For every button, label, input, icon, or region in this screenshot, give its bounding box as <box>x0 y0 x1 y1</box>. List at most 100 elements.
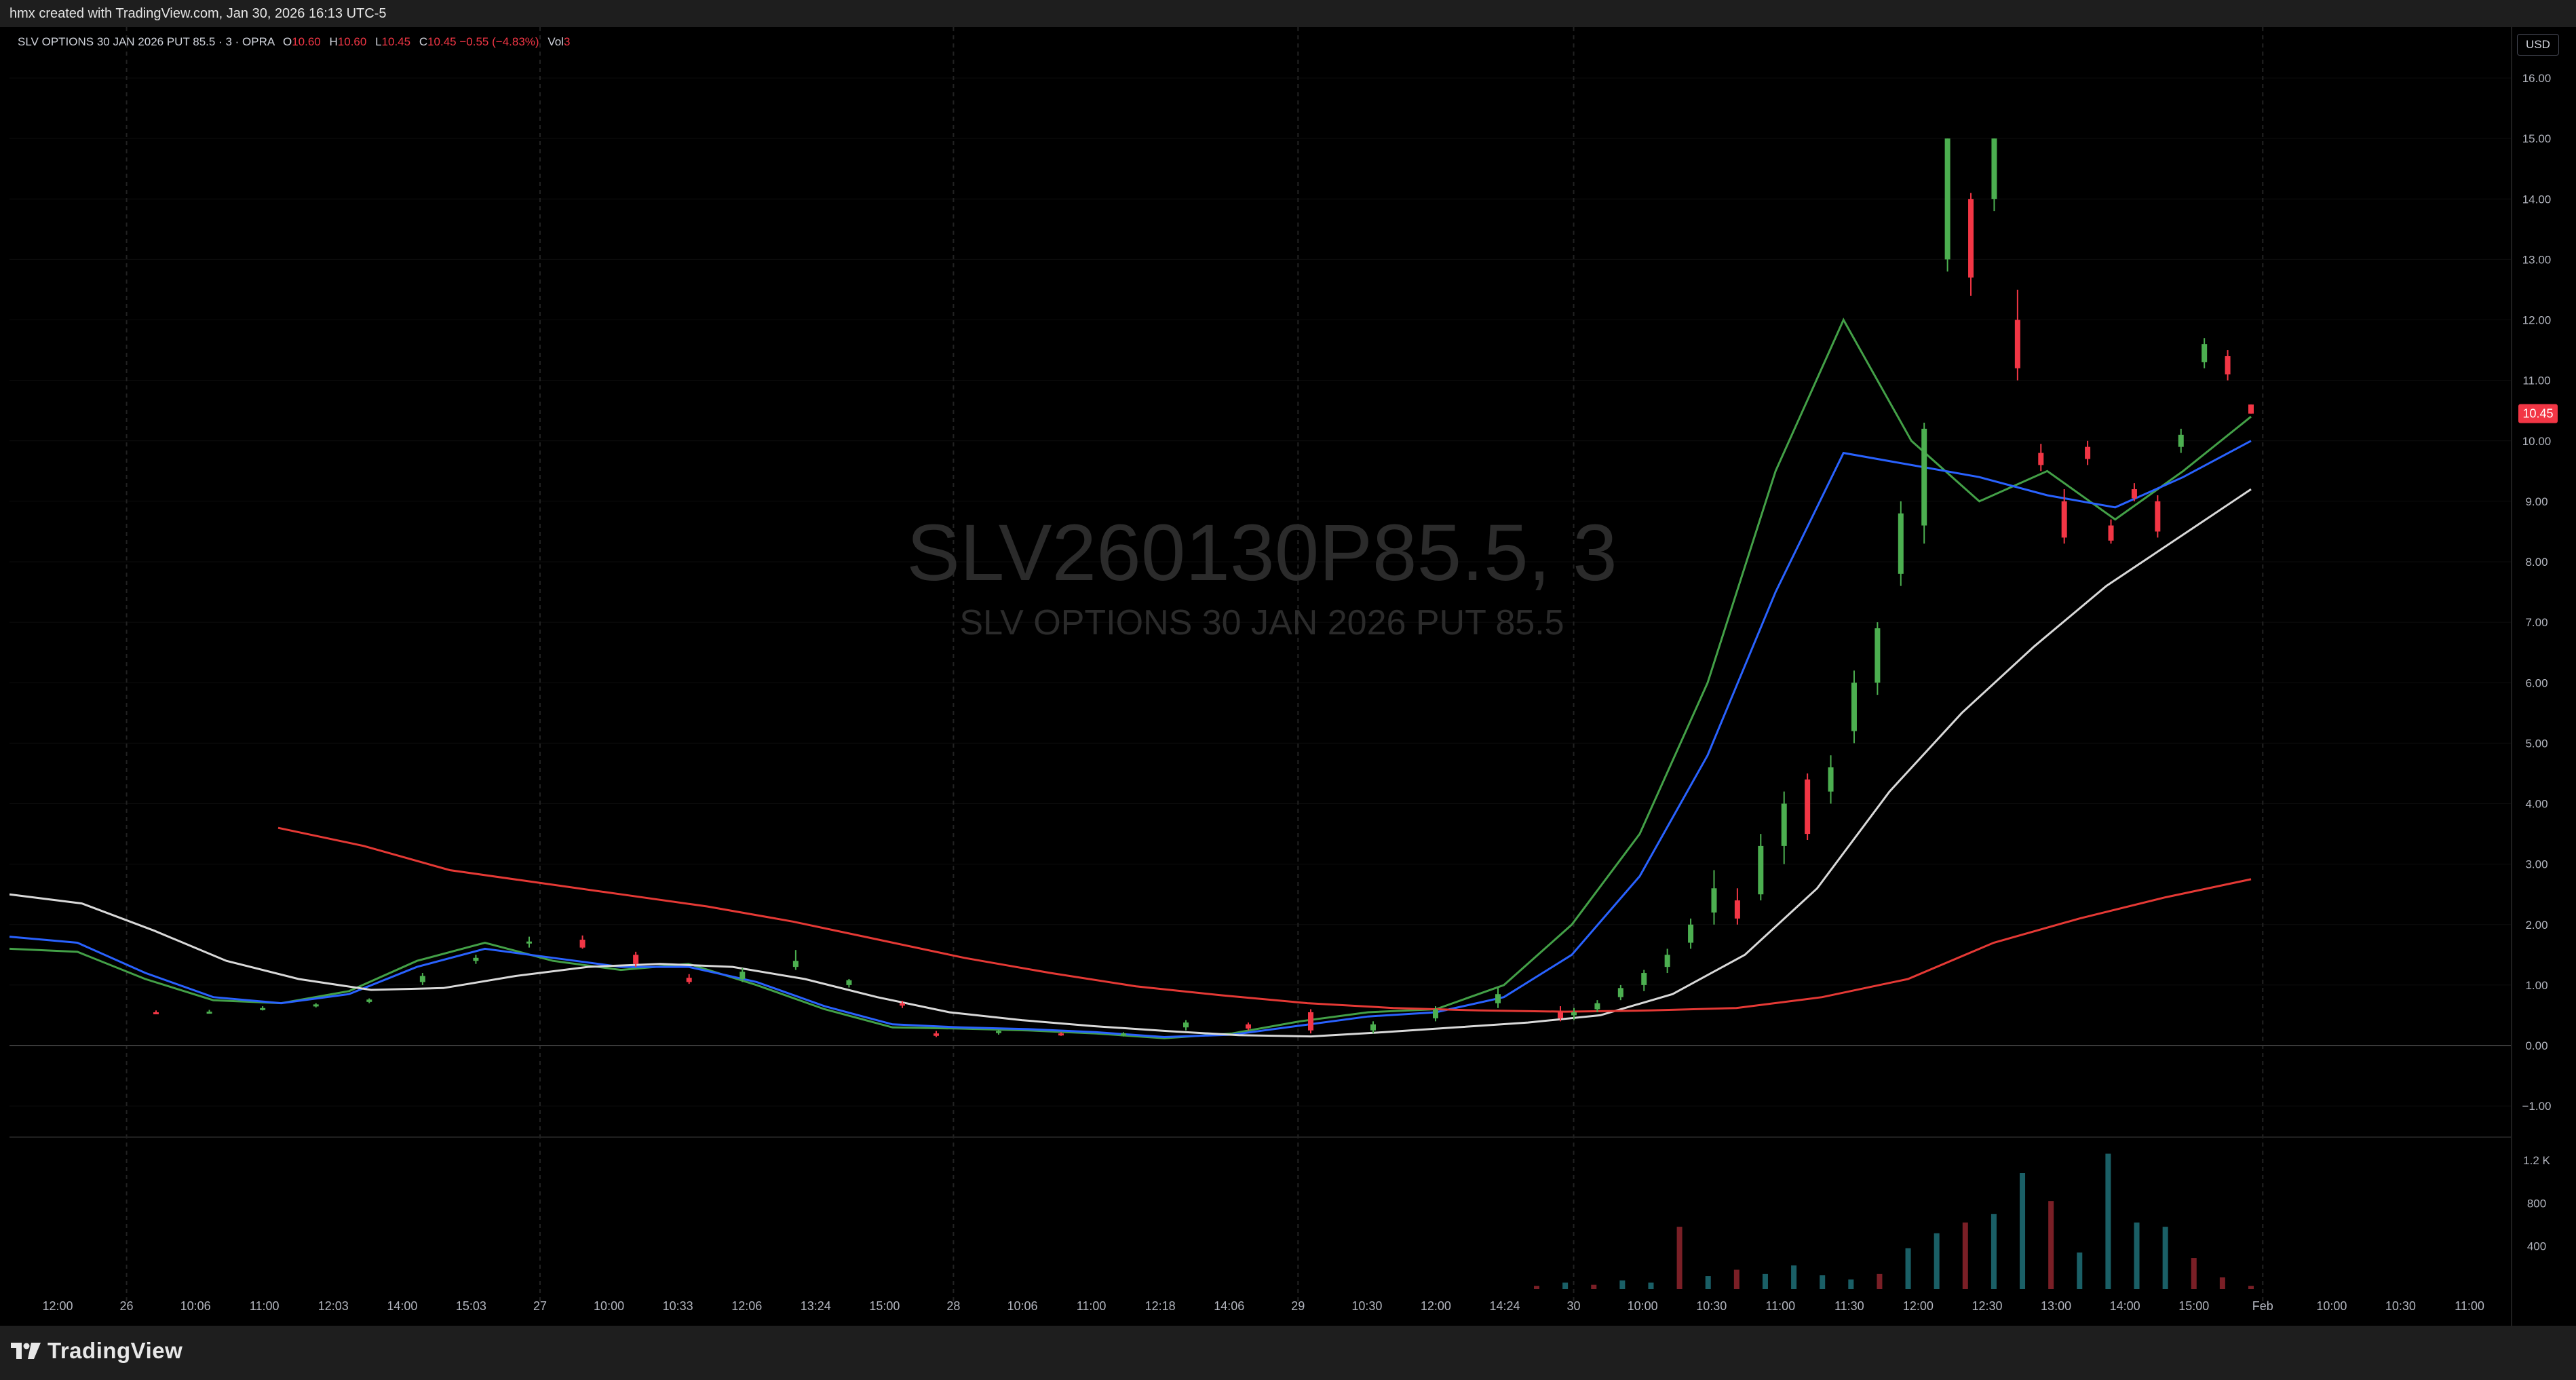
low-label: L <box>375 35 382 48</box>
candle-body <box>1308 1012 1313 1031</box>
time-tick-label: 10:30 <box>1351 1299 1382 1313</box>
candle-body <box>1851 683 1857 731</box>
candle-body <box>2061 501 2067 538</box>
candle-body <box>1711 888 1717 913</box>
tradingview-logo-icon <box>11 1343 41 1359</box>
time-tick-label: 15:00 <box>869 1299 900 1313</box>
brand-name: TradingView <box>47 1338 183 1363</box>
time-tick-label: 12:06 <box>731 1299 762 1313</box>
time-tick-label: 14:00 <box>2110 1299 2140 1313</box>
time-tick-label: 10:00 <box>1628 1299 1658 1313</box>
currency-button[interactable]: USD <box>2517 34 2559 56</box>
grid-lines <box>9 27 2512 1303</box>
candle-body <box>2038 453 2044 465</box>
candle-body <box>1558 1012 1563 1018</box>
candle-body <box>2155 501 2161 532</box>
candle-body <box>1121 1033 1126 1036</box>
volume-bar <box>1820 1275 1826 1289</box>
time-tick-label: 10:06 <box>1007 1299 1037 1313</box>
candle-body <box>579 940 585 948</box>
candle-body <box>1433 1009 1438 1018</box>
volume-tick-label: 800 <box>2527 1197 2546 1210</box>
candle-body <box>1058 1033 1064 1036</box>
candle-body <box>792 961 799 967</box>
candle-body <box>1758 845 1764 895</box>
candle-body <box>1875 628 1881 683</box>
time-tick-label: 12:18 <box>1145 1299 1176 1313</box>
volume-tick-label: 400 <box>2527 1240 2546 1253</box>
candle-body <box>1594 1003 1600 1010</box>
candle-body <box>1246 1024 1251 1029</box>
time-axis: 12:00 26 10:06 11:00 12:03 14:00 15:03 27 10:00 1… <box>42 1299 2484 1313</box>
volume-bar <box>1591 1284 1597 1289</box>
candle-body <box>1183 1022 1189 1028</box>
time-tick-label: 11:00 <box>2455 1299 2484 1313</box>
candle-body <box>366 999 372 1002</box>
time-tick-label: 26 <box>120 1299 134 1313</box>
time-tick-label: 10:33 <box>663 1299 693 1313</box>
open-value: 10.60 <box>292 35 321 48</box>
candle-body <box>260 1008 266 1010</box>
candle-body <box>206 1012 212 1014</box>
candle-body <box>1734 900 1740 919</box>
volume-bar <box>1762 1273 1768 1289</box>
volume-bar <box>1648 1282 1654 1289</box>
candle-body <box>996 1031 1001 1033</box>
moving-average-line <box>9 440 2252 1039</box>
price-tick-label: −1.00 <box>2522 1100 2551 1113</box>
candle-body <box>1617 988 1623 997</box>
price-tick-label: 5.00 <box>2525 737 2548 750</box>
price-tick-label: 9.00 <box>2525 495 2548 508</box>
time-tick-label: 12:03 <box>318 1299 349 1313</box>
close-value: 10.45 <box>427 35 457 48</box>
candle-body <box>1968 199 1974 278</box>
volume-bar <box>1877 1273 1883 1289</box>
volume-value: 3 <box>563 35 571 48</box>
volume-bar <box>1676 1227 1683 1289</box>
chart-pane[interactable] <box>9 27 2576 1326</box>
time-tick-label: 11:00 <box>250 1299 280 1313</box>
price-axis: 16.00 15.00 14.00 13.00 12.00 11.00 10.00 9.00 8… <box>2522 72 2551 1113</box>
time-tick-label: 14:06 <box>1214 1299 1244 1313</box>
price-tick-label: 16.00 <box>2522 72 2552 85</box>
candle-body <box>2014 320 2020 368</box>
volume-bar <box>1705 1276 1711 1289</box>
price-tick-label: 2.00 <box>2525 919 2548 932</box>
price-tick-label: 11.00 <box>2522 375 2550 387</box>
candles <box>153 138 2254 1037</box>
time-tick-label: 12:00 <box>1903 1299 1934 1313</box>
time-tick-label: 30 <box>1567 1299 1581 1313</box>
candle-body <box>2108 525 2114 541</box>
candle-body <box>2085 446 2091 459</box>
symbol-legend[interactable]: SLV OPTIONS 30 JAN 2026 PUT 85.5 · 3 · O… <box>18 35 570 49</box>
close-label: C <box>419 35 428 48</box>
candle-body <box>1944 138 1950 260</box>
volume-bar <box>1534 1286 1539 1289</box>
moving-average-line <box>9 318 2252 1039</box>
candle-body <box>1495 994 1501 1003</box>
candle-body <box>1921 428 1927 526</box>
moving-average-line <box>277 826 2252 1013</box>
candle-body <box>1664 955 1670 967</box>
volume-bar <box>2134 1222 2140 1289</box>
volume-bar <box>1791 1265 1797 1289</box>
time-tick-label: 14:24 <box>1489 1299 1520 1313</box>
time-tick-label: 10:00 <box>2316 1299 2347 1313</box>
last-price-value: 10.45 <box>2522 407 2553 421</box>
candle-body <box>633 955 639 964</box>
price-tick-label: 3.00 <box>2525 858 2548 871</box>
time-tick-label: 29 <box>1291 1299 1305 1313</box>
time-tick-label: 10:30 <box>1696 1299 1727 1313</box>
candle-body <box>686 978 692 982</box>
candle-body <box>2225 356 2231 375</box>
candle-body <box>1898 513 1904 574</box>
moving-average-line <box>9 488 2252 1038</box>
time-tick-label: 15:00 <box>2178 1299 2209 1313</box>
candle-body <box>313 1004 319 1007</box>
tradingview-logo[interactable]: TradingView <box>11 1338 182 1364</box>
candle-body <box>1781 803 1787 846</box>
time-tick-label: 10:30 <box>2385 1299 2416 1313</box>
volume-bar <box>2248 1286 2254 1289</box>
volume-bars <box>1534 1153 2254 1289</box>
